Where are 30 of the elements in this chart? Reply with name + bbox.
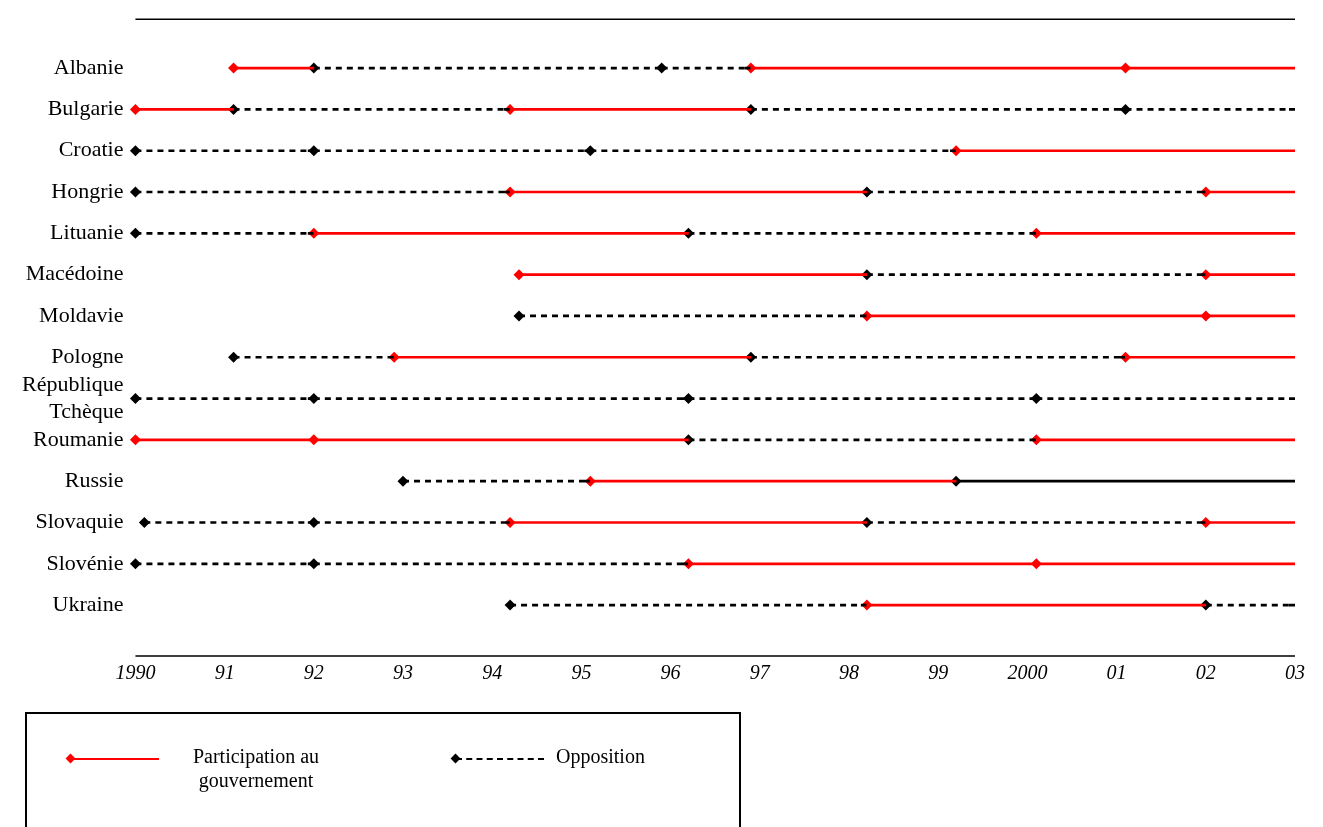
x-tick-label: 91 [214, 661, 235, 684]
y-tick-label: Bulgarie [47, 95, 124, 121]
x-tick-label: 99 [928, 661, 949, 684]
y-tick-label: Albanie [53, 53, 124, 79]
legend-label: Participation au gouvernement [191, 744, 321, 792]
y-tick-label: Pologne [51, 343, 124, 369]
x-tick-label: 02 [1195, 661, 1216, 684]
x-tick-label: 97 [749, 661, 771, 684]
x-tick-label: 2000 [1007, 661, 1048, 684]
y-tick-label: Lituanie [50, 219, 124, 245]
y-tick-label: Roumanie [32, 425, 124, 451]
y-tick-label: Russie [64, 466, 124, 492]
x-tick-label: 03 [1285, 661, 1305, 684]
legend-label: Opposition [556, 744, 645, 768]
y-tick-label: Croatie [58, 136, 124, 162]
y-tick-label: Macédoine [25, 260, 124, 286]
x-tick-label: 1990 [115, 661, 156, 684]
x-tick-label: 93 [393, 661, 414, 684]
y-tick-label: Ukraine [52, 590, 124, 616]
y-tick-label: Moldavie [39, 301, 124, 327]
x-tick-label: 98 [839, 661, 860, 684]
y-tick-label: Hongrie [51, 177, 124, 203]
x-tick-label: 95 [571, 661, 592, 684]
y-tick-label: Slovénie [46, 549, 124, 575]
x-tick-label: 01 [1106, 661, 1127, 684]
y-tick-label: Slovaquie [35, 508, 124, 534]
x-tick-label: 92 [303, 661, 324, 684]
x-tick-label: 94 [482, 661, 503, 684]
x-tick-label: 96 [660, 661, 681, 684]
y-tick-label: République Tchèque [21, 371, 124, 423]
